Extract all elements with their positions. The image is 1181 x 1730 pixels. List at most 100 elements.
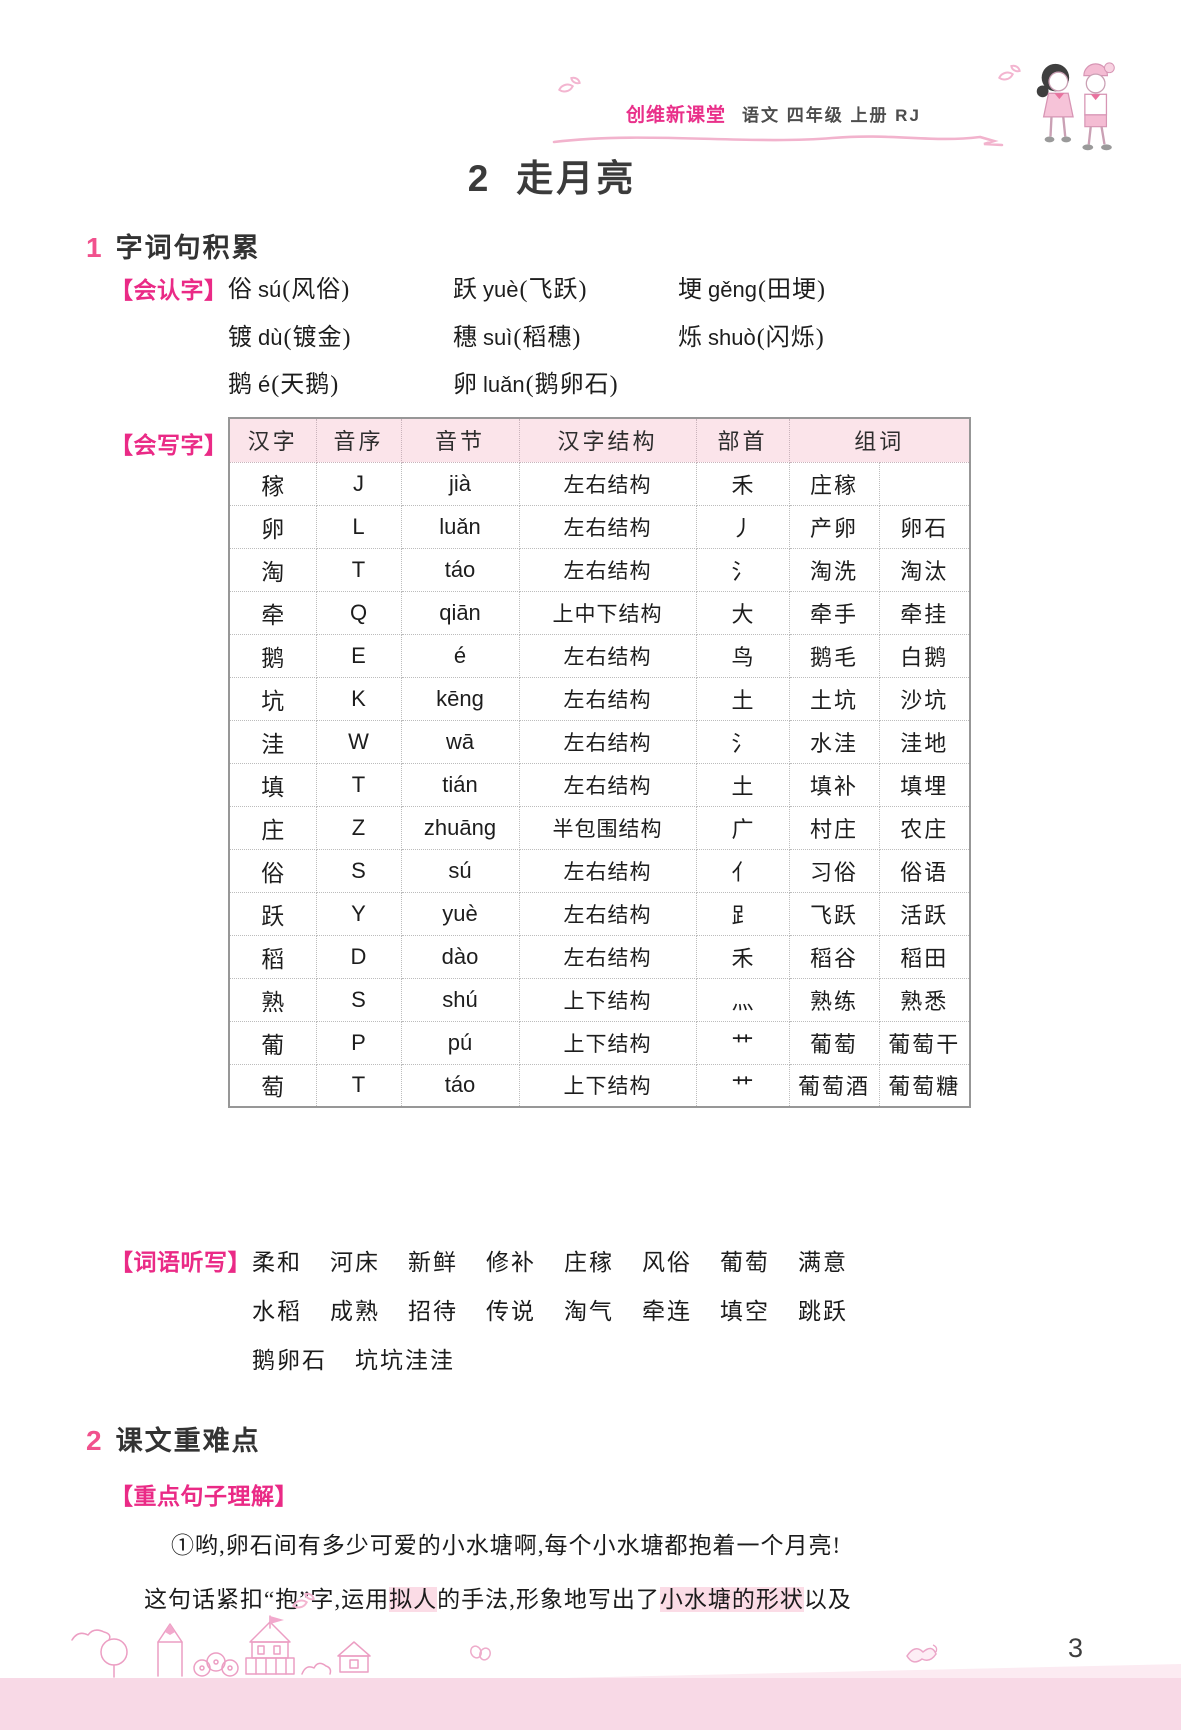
yinxu-cell: L bbox=[315, 504, 402, 549]
label-zhongdian: 【重点句子理解】 bbox=[110, 1483, 298, 1509]
bushou-cell: 艹 bbox=[695, 1020, 790, 1065]
hanzi-cell: 稼 bbox=[228, 461, 317, 506]
bushou-cell: 丿 bbox=[695, 504, 790, 549]
hanzi-cell: 俗 bbox=[228, 848, 317, 893]
yinxu-cell: S bbox=[315, 848, 402, 893]
yinjie-cell: dào bbox=[400, 934, 520, 979]
bushou-cell: 大 bbox=[695, 590, 790, 635]
hanzi-cell: 卵 bbox=[228, 504, 317, 549]
dictation-line: 柔和 河床 新鲜 修补 庄稼 风俗 葡萄 满意 bbox=[252, 1243, 848, 1292]
zuci-cell: 淘汰 bbox=[878, 547, 971, 592]
renzi-hanzi: 穗 bbox=[453, 324, 478, 351]
analysis-segment: 拟人 bbox=[389, 1587, 438, 1612]
hanzi-cell: 洼 bbox=[228, 719, 317, 764]
dictation-word: 风俗 bbox=[642, 1250, 692, 1275]
page-header: 创维新课堂 语文 四年级 上册 RJ bbox=[626, 100, 921, 127]
dictation-word: 新鲜 bbox=[408, 1250, 458, 1275]
yinxu-cell: J bbox=[315, 461, 402, 506]
zuci-cell: 水洼 bbox=[788, 719, 880, 764]
hanzi-cell: 葡 bbox=[228, 1020, 317, 1065]
wavy-line-decoration bbox=[552, 135, 1004, 147]
bushou-cell: 鸟 bbox=[695, 633, 790, 678]
dictation-word: 牵连 bbox=[642, 1299, 692, 1324]
renzi-entry: 俗 sú (风俗) bbox=[228, 269, 350, 304]
yinjie-cell: tián bbox=[400, 762, 520, 807]
hanzi-cell: 庄 bbox=[228, 805, 317, 850]
renzi-word: (田埂) bbox=[757, 277, 826, 303]
jiegou-cell: 上下结构 bbox=[518, 1063, 697, 1108]
renzi-entry: 埂 gěng (田埂) bbox=[678, 269, 826, 304]
renzi-pinyin: yuè bbox=[483, 277, 519, 302]
dictation-word: 庄稼 bbox=[564, 1250, 614, 1275]
zuci-cell: 葡萄酒 bbox=[788, 1063, 880, 1108]
bushou-cell: ⻊ bbox=[695, 891, 790, 936]
jiegou-cell: 上下结构 bbox=[518, 1020, 697, 1065]
jiegou-cell: 半包围结构 bbox=[518, 805, 697, 850]
hanzi-cell: 坑 bbox=[228, 676, 317, 721]
renzi-pinyin: luǎn bbox=[483, 372, 525, 397]
yinjie-cell: zhuāng bbox=[400, 805, 520, 850]
dictation-word: 满意 bbox=[798, 1250, 848, 1275]
dictation-line: 鹅卵石 坑坑洼洼 bbox=[252, 1341, 848, 1390]
yinjie-cell: táo bbox=[400, 547, 520, 592]
yinjie-cell: é bbox=[400, 633, 520, 678]
hanzi-cell: 淘 bbox=[228, 547, 317, 592]
renzi-word: (飞跃) bbox=[519, 277, 588, 303]
footer-scene-illustration bbox=[71, 1615, 371, 1678]
zuci-cell: 产卵 bbox=[788, 504, 880, 549]
jiegou-cell: 左右结构 bbox=[518, 504, 697, 549]
renzi-pinyin: dù bbox=[258, 324, 283, 350]
yinxu-cell: D bbox=[315, 934, 402, 979]
zuci-cell: 鹅毛 bbox=[788, 633, 880, 678]
jiegou-cell: 上中下结构 bbox=[518, 590, 697, 635]
renzi-word: (天鹅) bbox=[271, 372, 340, 398]
bushou-cell: 禾 bbox=[695, 934, 790, 979]
analysis-segment: 小水塘的形状 bbox=[659, 1587, 804, 1612]
zuci-cell: 农庄 bbox=[878, 805, 971, 850]
dictation-word: 传说 bbox=[486, 1299, 536, 1324]
yinxu-cell: W bbox=[315, 719, 402, 764]
dictation-word: 填空 bbox=[720, 1299, 770, 1324]
section-heading-2: 2 课文重难点 bbox=[86, 1419, 261, 1458]
yinxu-cell: Q bbox=[315, 590, 402, 635]
dictation-word: 葡萄 bbox=[720, 1250, 770, 1275]
dictation-words: 柔和 河床 新鲜 修补 庄稼 风俗 葡萄 满意 水稻 成熟 招待 传说 淘气 牵连 填空 跳跃 鹅卵石 坑坑洼洼 bbox=[252, 1243, 848, 1390]
table-header-cell: 组词 bbox=[788, 417, 971, 463]
lesson-number: 2 bbox=[467, 158, 489, 199]
renzi-entry: 鹅 é (天鹅) bbox=[228, 364, 339, 399]
zuci-cell: 洼地 bbox=[878, 719, 971, 764]
jiegou-cell: 左右结构 bbox=[518, 848, 697, 893]
zuci-cell: 村庄 bbox=[788, 805, 880, 850]
bushou-cell: 禾 bbox=[695, 461, 790, 506]
renzi-entry: 烁 shuò (闪烁) bbox=[678, 317, 825, 352]
dictation-word: 柔和 bbox=[252, 1250, 302, 1275]
key-sentence: ①哟,卵石间有多少可爱的小水塘啊,每个小水塘都抱着一个月亮! bbox=[171, 1533, 842, 1558]
renzi-word: (闪烁) bbox=[756, 324, 825, 351]
renzi-pinyin: gěng bbox=[708, 277, 757, 302]
analysis-segment: 这句话紧扣“抱”字,运用 bbox=[144, 1587, 390, 1612]
jiegou-cell: 左右结构 bbox=[518, 676, 697, 721]
bushou-cell: 广 bbox=[695, 805, 790, 850]
yinxu-cell: P bbox=[315, 1020, 402, 1065]
sentence-analysis: 这句话紧扣“抱”字,运用拟人的手法,形象地写出了小水塘的形状以及 bbox=[144, 1580, 852, 1614]
zuci-cell: 沙坑 bbox=[878, 676, 971, 721]
yinxu-cell: T bbox=[315, 547, 402, 592]
children-illustration bbox=[1036, 62, 1115, 151]
yinjie-cell: qiān bbox=[400, 590, 520, 635]
analysis-segment: 的手法,形象地写出了 bbox=[437, 1587, 660, 1612]
zuci-cell: 稻谷 bbox=[788, 934, 880, 979]
renzi-entry: 卵 luǎn (鹅卵石) bbox=[453, 364, 619, 399]
yinjie-cell: táo bbox=[400, 1063, 520, 1108]
yinjie-cell: kēng bbox=[400, 676, 520, 721]
page-number: 3 bbox=[1068, 1633, 1085, 1663]
zuci-cell: 牵手 bbox=[788, 590, 880, 635]
renzi-hanzi: 卵 bbox=[453, 372, 478, 398]
footer-band bbox=[0, 1678, 1181, 1730]
hanzi-cell: 熟 bbox=[228, 977, 317, 1022]
